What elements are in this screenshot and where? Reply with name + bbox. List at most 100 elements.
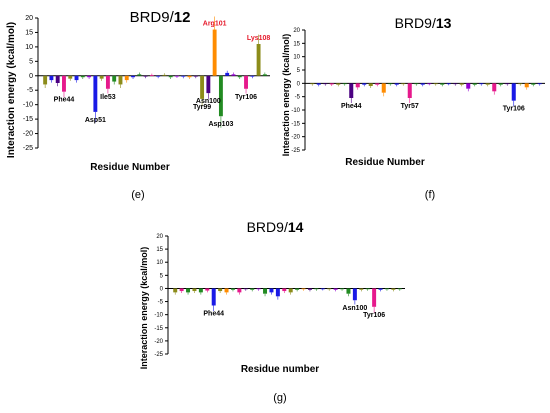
bar (511, 83, 516, 101)
y-tick-label: -20 (154, 339, 163, 345)
bar (314, 288, 319, 290)
bar-annotation: Arg101 (203, 21, 227, 28)
bar (269, 288, 274, 293)
y-tick-label: 15 (25, 29, 33, 36)
bar (218, 75, 223, 117)
bar (531, 83, 536, 85)
bar-annotation: Tyr106 (503, 106, 525, 113)
bar (518, 83, 523, 85)
bar (397, 288, 402, 290)
bar (256, 44, 261, 76)
bar (173, 288, 178, 293)
bar (427, 83, 432, 85)
y-axis-label: Interaction energy (kcal/mol) (139, 247, 149, 370)
bar (211, 288, 216, 306)
bar (200, 75, 205, 99)
y-tick-label: 0 (29, 73, 33, 80)
bar (378, 288, 383, 290)
bar (333, 288, 338, 290)
bar (401, 83, 406, 85)
bar-annotation: Tyr57 (401, 103, 419, 110)
bar (453, 83, 458, 85)
bar (323, 83, 328, 85)
bar (394, 83, 399, 85)
chart-title: BRD9/12 (130, 9, 191, 26)
y-tick-label: -25 (154, 352, 163, 358)
bar-annotation: Lys108 (247, 35, 271, 42)
bar (391, 288, 396, 290)
y-tick-label: 20 (293, 28, 300, 34)
bar (212, 29, 217, 76)
bar (349, 83, 354, 98)
bar (131, 75, 135, 78)
bar (320, 288, 325, 290)
bar (198, 288, 203, 293)
bar (301, 288, 306, 290)
chart-e: BRD9/12 Interaction energy (kcal/mol) Re… (6, 9, 271, 201)
bar (420, 83, 425, 85)
y-tick-label: -25 (291, 148, 300, 154)
y-tick-label: 10 (156, 260, 163, 266)
bar (537, 83, 542, 85)
chart-g: BRD9/14 Interaction energy (kcal/mol) Re… (139, 219, 405, 404)
y-tick-label: -25 (23, 145, 33, 152)
bar (384, 288, 389, 290)
bar (205, 288, 210, 291)
bar (179, 288, 184, 292)
bar (288, 288, 293, 293)
y-tick-label: 5 (297, 68, 301, 74)
bar (231, 74, 236, 76)
bar (375, 83, 380, 85)
bar (355, 83, 360, 88)
panel-caption: (f) (425, 189, 435, 201)
y-axis-label: Interaction energy (kcal/mol) (281, 34, 291, 157)
bar (49, 75, 54, 81)
bar (388, 83, 393, 85)
bar (181, 75, 186, 77)
y-tick-label: -5 (27, 87, 33, 94)
bar (224, 288, 229, 293)
y-tick-label: 0 (160, 286, 164, 292)
bar (524, 83, 529, 88)
bar (118, 75, 123, 85)
bar-annotation: Phe44 (203, 310, 224, 317)
bar (43, 75, 48, 85)
bar (124, 75, 129, 81)
bar-annotation: Asn100 (342, 305, 367, 312)
bar (336, 83, 341, 85)
bar (262, 74, 267, 76)
y-tick-label: -15 (291, 121, 300, 127)
bar (329, 83, 334, 85)
bar (365, 288, 370, 290)
bar (149, 75, 154, 76)
bar-annotation: Tyr106 (235, 94, 257, 101)
bar (192, 288, 197, 292)
bar-annotation: Asp51 (85, 117, 106, 124)
bar (99, 75, 104, 79)
bar (156, 75, 161, 77)
bar (105, 75, 110, 89)
panel-caption: (e) (131, 189, 144, 201)
y-tick-label: -5 (295, 95, 301, 101)
bar (485, 83, 490, 85)
bar (168, 75, 173, 78)
bar-annotation: Ile53 (100, 94, 116, 101)
chart-title: BRD9/13 (395, 15, 452, 31)
bar (62, 75, 66, 92)
y-tick-label: 15 (156, 247, 163, 253)
bar (237, 75, 242, 78)
panel-g: BRD9/14 Interaction energy (kcal/mol) Re… (135, 208, 415, 408)
y-tick-label: 20 (25, 15, 33, 22)
bar (372, 288, 377, 307)
y-tick-label: 5 (29, 58, 33, 65)
bar (250, 75, 255, 77)
bar-annotation: Tyr106 (363, 312, 385, 319)
y-axis-label: Interaction energy (kcal/mol) (6, 22, 17, 158)
y-tick-label: -20 (291, 135, 300, 141)
bar (414, 83, 419, 85)
y-tick-label: -10 (23, 102, 33, 109)
bar (243, 288, 248, 290)
y-tick-label: -15 (154, 326, 163, 332)
y-tick-label: 0 (297, 81, 301, 87)
bar (162, 74, 167, 76)
